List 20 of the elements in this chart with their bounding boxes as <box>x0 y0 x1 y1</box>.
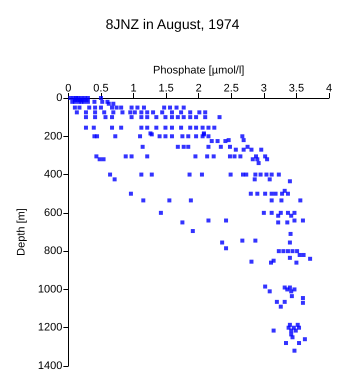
x-tick-label: 0 <box>65 82 72 94</box>
y-tick-label: 400 <box>44 168 62 181</box>
x-tick-label: 1.5 <box>158 82 174 94</box>
x-tick-label: 4 <box>326 82 332 94</box>
y-tick-label: 1200 <box>38 322 62 334</box>
x-tick-label: 0.5 <box>93 82 109 94</box>
y-tick-label: 1400 <box>38 360 62 372</box>
y-tick-label: 600 <box>44 206 62 219</box>
y-tick-label: 800 <box>44 245 62 258</box>
x-tick-label: 1 <box>130 82 137 94</box>
y-axis-title: Depth [m] <box>16 208 28 256</box>
x-tick-label: 2 <box>196 82 202 94</box>
x-tick-label: 3 <box>260 82 267 94</box>
chart-title: 8JNZ in August, 1974 <box>106 16 240 32</box>
x-tick-label: 2.5 <box>224 82 239 94</box>
x-axis-title: Phosphate [µmol/l] <box>153 64 244 76</box>
y-tick-label: 1000 <box>38 283 62 296</box>
x-tick-label: 3.5 <box>288 82 304 94</box>
y-tick-label: 0 <box>56 92 62 104</box>
y-tick-label: 200 <box>44 130 62 142</box>
